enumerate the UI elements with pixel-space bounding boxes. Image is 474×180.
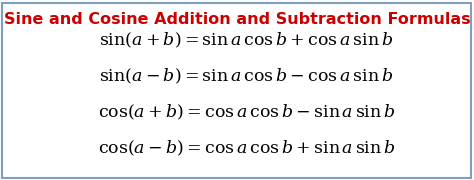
Text: $\sin(a+b) = \sin a\,\cos b + \cos a\,\sin b$: $\sin(a+b) = \sin a\,\cos b + \cos a\,\s… bbox=[100, 31, 393, 50]
Text: Sine and Cosine Addition and Subtraction Formulas: Sine and Cosine Addition and Subtraction… bbox=[4, 12, 470, 27]
Text: $\cos(a+b) = \cos a\,\cos b - \sin a\,\sin b$: $\cos(a+b) = \cos a\,\cos b - \sin a\,\s… bbox=[98, 103, 395, 122]
Text: $\sin(a-b) = \sin a\,\cos b - \cos a\,\sin b$: $\sin(a-b) = \sin a\,\cos b - \cos a\,\s… bbox=[100, 67, 393, 86]
FancyBboxPatch shape bbox=[2, 3, 471, 178]
Text: $\cos(a-b) = \cos a\,\cos b + \sin a\,\sin b$: $\cos(a-b) = \cos a\,\cos b + \sin a\,\s… bbox=[98, 139, 395, 158]
